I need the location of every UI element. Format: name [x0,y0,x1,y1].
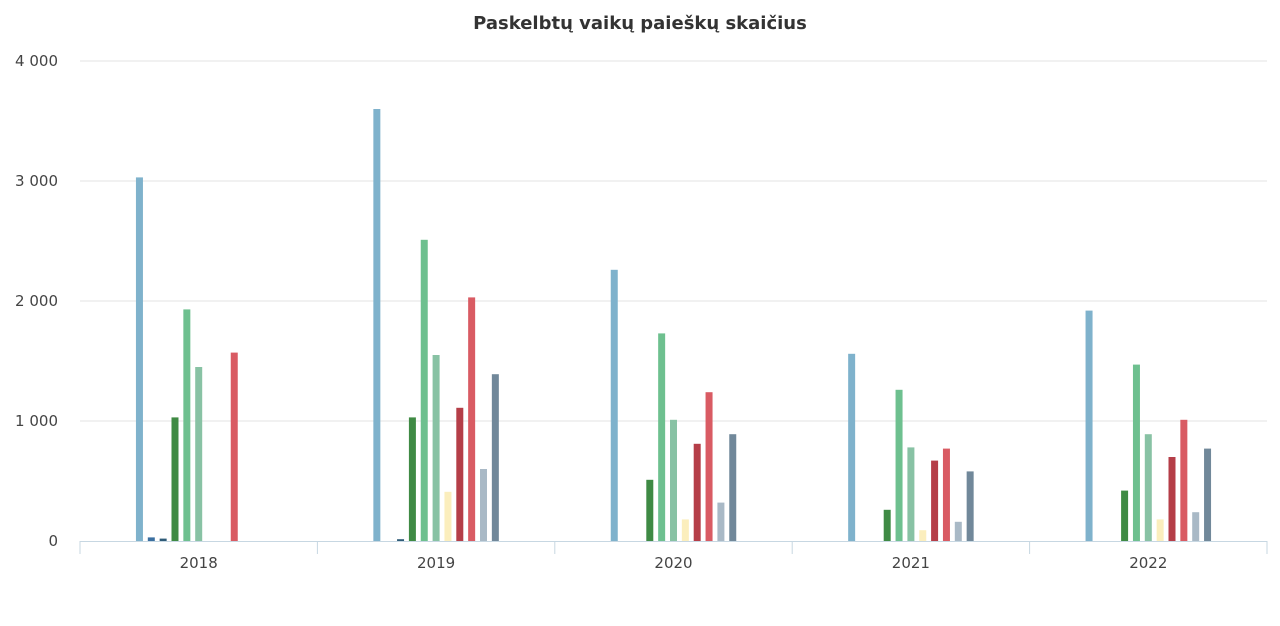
bar[interactable] [397,539,405,541]
bar[interactable] [420,239,428,542]
bar[interactable] [1156,519,1164,541]
bar[interactable] [1168,457,1176,541]
bar[interactable] [966,471,974,541]
bar[interactable] [681,519,689,541]
x-tick-label: 2021 [892,554,930,572]
bar[interactable] [491,374,499,541]
bar[interactable] [408,417,416,541]
bar[interactable] [373,109,381,541]
bar[interactable] [159,538,167,541]
bar[interactable] [942,448,950,541]
bar[interactable] [1180,419,1188,541]
x-axis: 2018 2019 2020 2021 2022 [79,541,1268,572]
bar[interactable] [658,333,666,541]
bar[interactable] [931,460,939,541]
bar[interactable] [646,479,654,541]
y-tick-label: 3 000 [15,172,58,190]
bar[interactable] [1144,434,1152,541]
bar[interactable] [1132,364,1140,541]
bar[interactable] [183,309,191,541]
x-tick-label: 2020 [654,554,692,572]
bar[interactable] [907,447,915,541]
bar[interactable] [135,177,143,541]
bar[interactable] [468,297,476,541]
bar[interactable] [230,352,238,541]
bar[interactable] [1192,512,1200,541]
bar[interactable] [883,509,891,541]
bar[interactable] [432,355,440,541]
y-tick-label: 1 000 [15,412,58,430]
bar[interactable] [610,269,618,541]
bar[interactable] [670,419,677,541]
bar[interactable] [456,407,464,541]
bar[interactable] [195,367,203,541]
bar[interactable] [954,521,962,541]
bar[interactable] [729,434,737,541]
x-tick-label: 2018 [180,554,218,572]
bars [135,109,1212,542]
bar[interactable] [171,417,179,541]
bar[interactable] [848,353,856,541]
bar[interactable] [693,443,701,541]
y-tick-label: 2 000 [15,292,58,310]
bar[interactable] [1121,490,1129,541]
bar[interactable] [895,389,903,541]
y-axis-ticks: 0 1 000 2 000 3 000 4 000 [15,52,58,550]
bar[interactable] [919,530,927,541]
y-tick-label: 0 [48,532,58,550]
bar[interactable] [717,502,725,541]
bar[interactable] [1204,448,1212,541]
bar[interactable] [444,491,452,541]
bar[interactable] [705,392,713,541]
y-tick-label: 4 000 [15,52,58,70]
bar[interactable] [1085,310,1093,541]
x-tick-label: 2022 [1129,554,1167,572]
chart-title: Paskelbtų vaikų paieškų skaičius [473,13,807,34]
x-tick-label: 2019 [417,554,455,572]
bar[interactable] [147,537,155,541]
bar[interactable] [480,469,487,541]
